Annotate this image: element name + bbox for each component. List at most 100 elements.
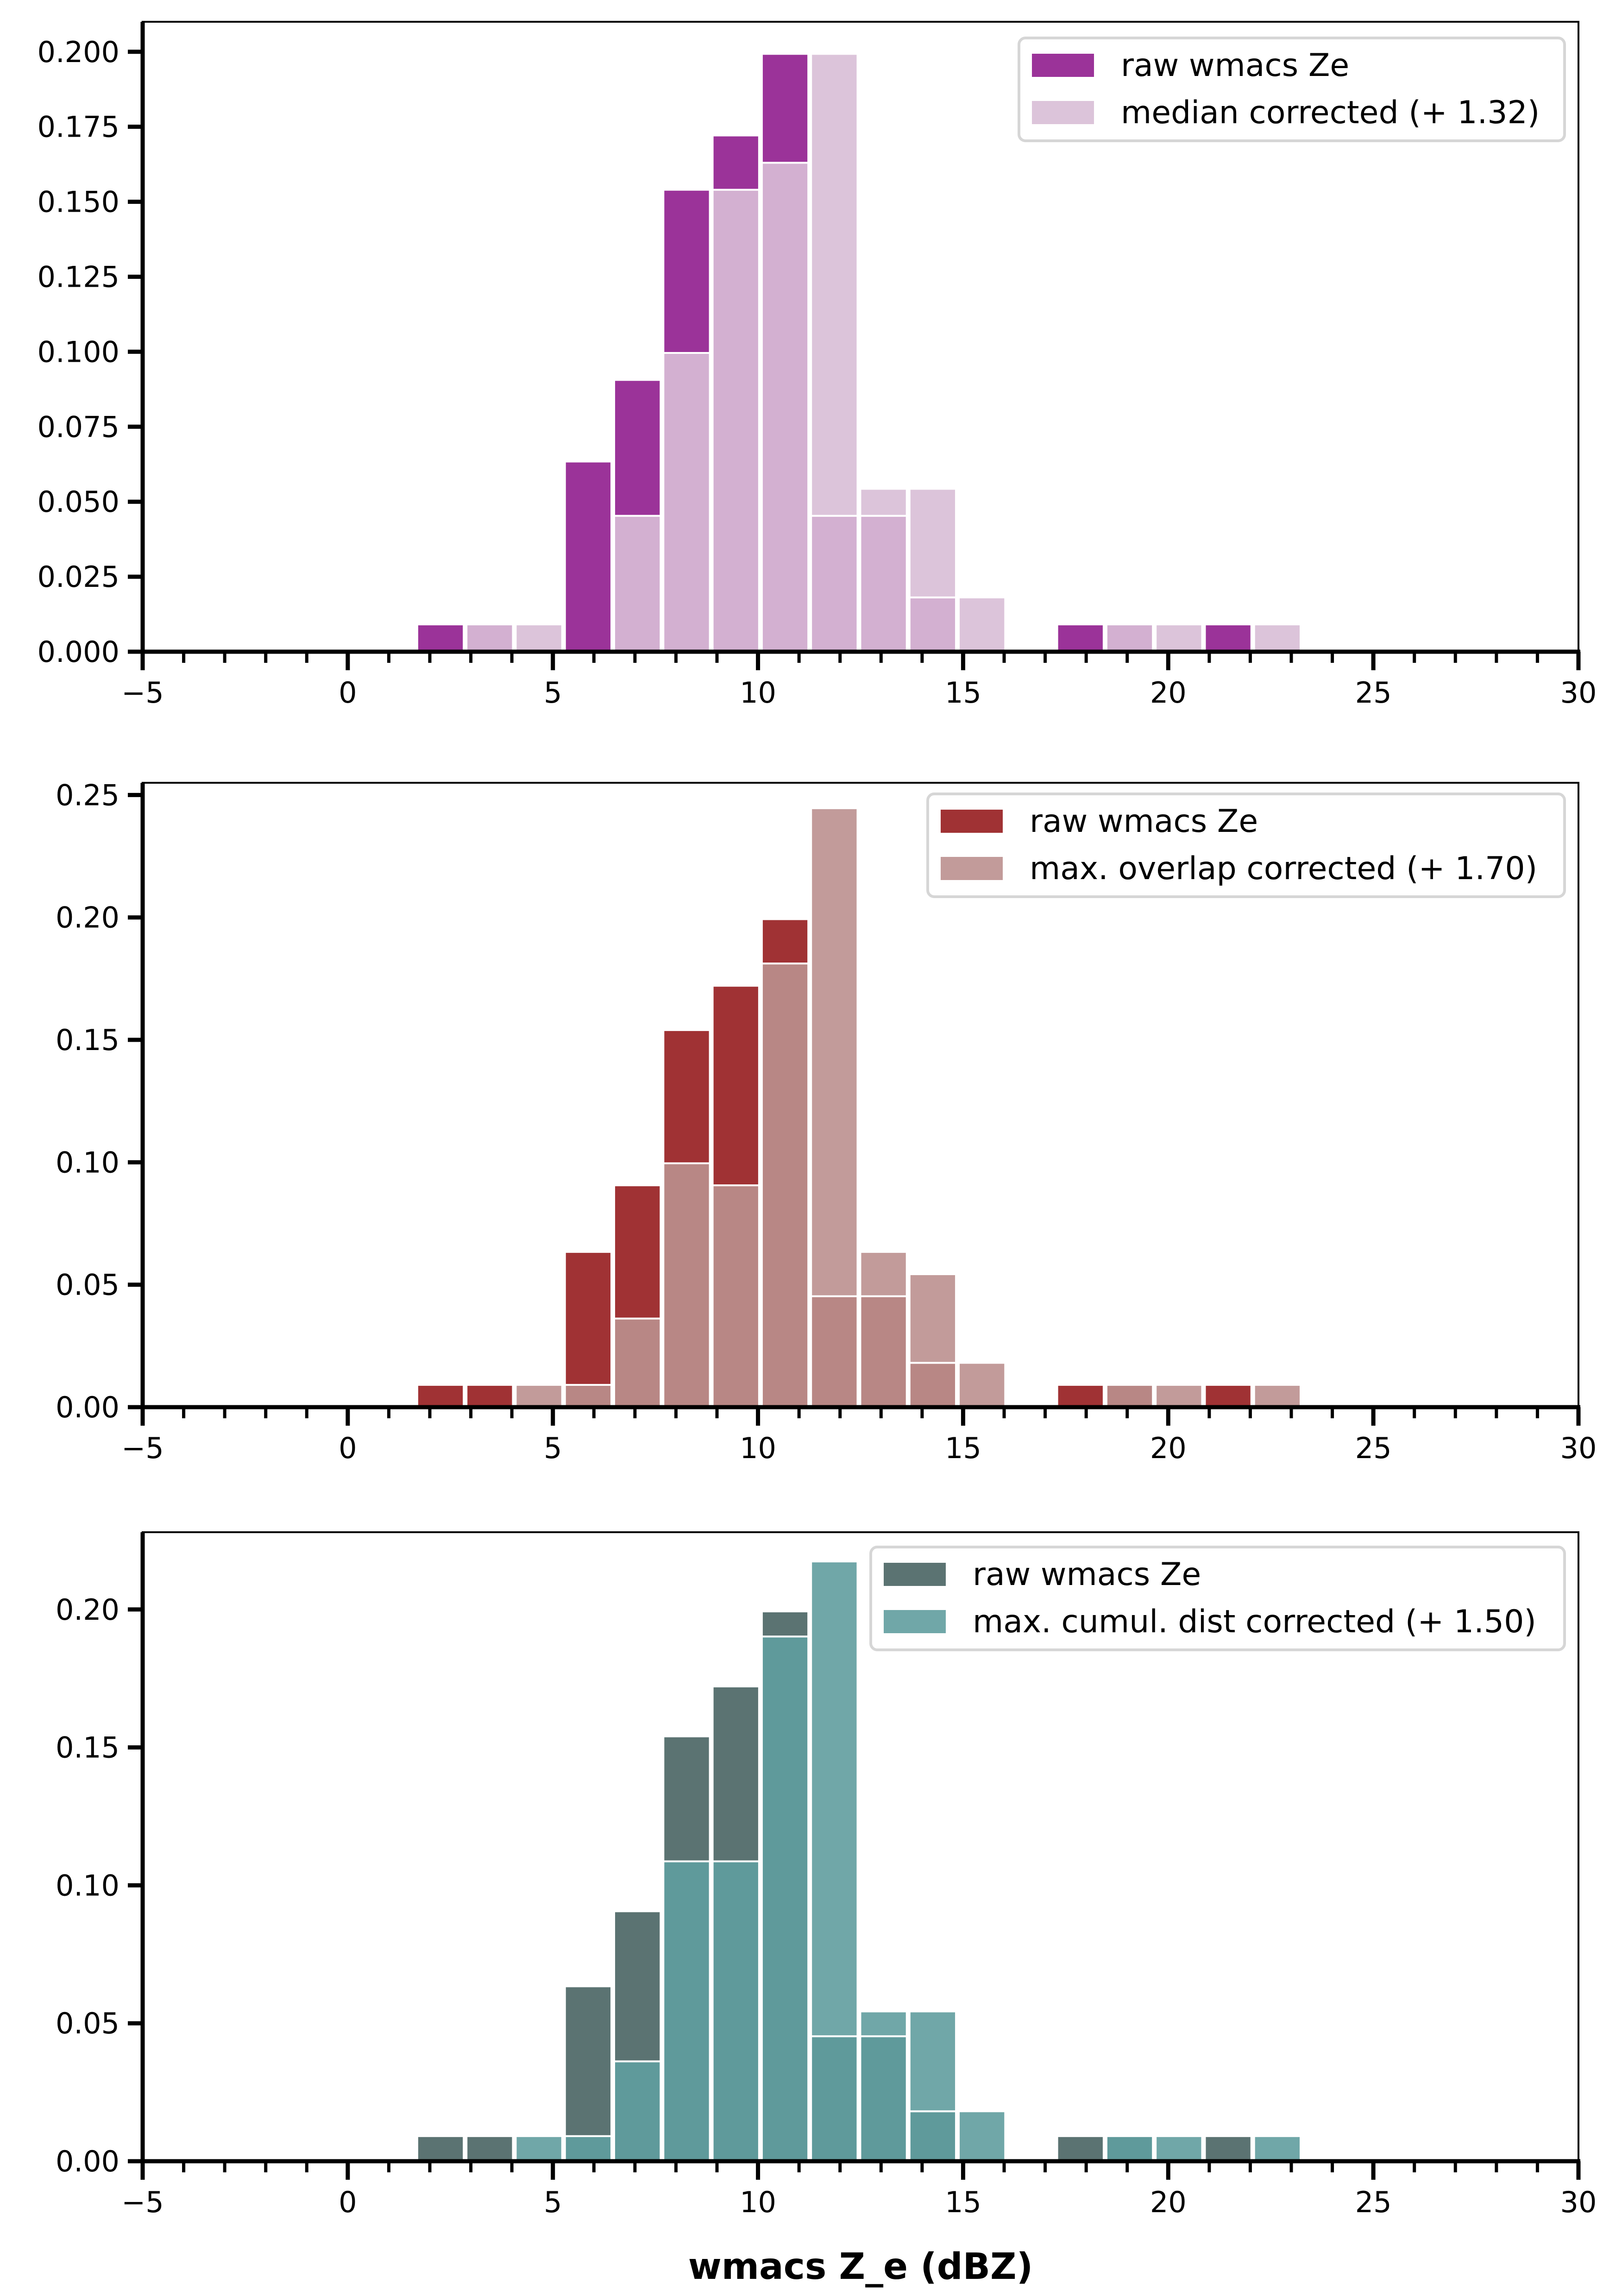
- bar-corrected: [1155, 623, 1203, 653]
- bar-overlap: [761, 962, 810, 1408]
- bar-raw: [761, 918, 810, 965]
- bar-corrected: [859, 2010, 908, 2038]
- legend-label-raw: raw wmacs Ze: [1030, 803, 1258, 840]
- bar-raw: [564, 1985, 613, 2137]
- x-tick-label: −5: [121, 2185, 163, 2219]
- y-tick-label: 0.15: [56, 1731, 119, 1765]
- x-tick-label: 5: [544, 2185, 562, 2219]
- bar-overlap: [711, 1184, 760, 1408]
- legend-label-corrected: max. cumul. dist corrected (+ 1.50): [973, 1604, 1536, 1640]
- legend: raw wmacs Ze max. overlap corrected (+ 1.…: [926, 793, 1566, 898]
- bar-overlap: [711, 1860, 760, 2163]
- legend-box: [869, 1546, 1566, 1651]
- bar-corrected: [859, 1251, 908, 1297]
- x-tick-label: 20: [1150, 2185, 1187, 2219]
- bars-group: [416, 53, 1302, 653]
- bar-raw: [761, 1610, 810, 1638]
- x-tick-label: 0: [339, 676, 357, 710]
- legend-swatch-corrected: [941, 857, 1003, 880]
- bar-raw: [761, 53, 810, 164]
- y-tick-label: 0.15: [56, 1023, 119, 1057]
- bar-corrected: [810, 807, 859, 1297]
- bar-overlap: [1105, 623, 1154, 653]
- bar-corrected: [515, 623, 563, 653]
- bar-raw: [1204, 2135, 1252, 2163]
- x-tick-label: 10: [740, 1431, 776, 1465]
- bar-corrected: [515, 2135, 563, 2163]
- bar-corrected: [958, 596, 1006, 653]
- bar-raw: [416, 2135, 465, 2163]
- bar-raw: [613, 379, 662, 517]
- bar-raw: [711, 1685, 760, 1862]
- y-tick-label: 0.05: [56, 1268, 119, 1302]
- panel-max-cumul-dist-corrected: −5 0 5 10 15 20 25 30 0.00 0.05 0.10 0.15 0.20 raw wm…: [56, 1531, 1597, 2219]
- legend-label-corrected: max. overlap corrected (+ 1.70): [1030, 850, 1537, 887]
- y-tick-label: 0.00: [56, 1390, 119, 1424]
- bar-corrected: [908, 2010, 957, 2113]
- bar-overlap: [1105, 2135, 1154, 2163]
- bar-raw: [613, 1910, 662, 2063]
- bars-group: [416, 1560, 1302, 2163]
- x-tick-label: 25: [1355, 1431, 1392, 1465]
- bar-corrected: [1253, 623, 1302, 653]
- y-tick-label: 0.20: [56, 901, 119, 935]
- bar-overlap: [662, 352, 711, 653]
- bar-raw: [711, 985, 760, 1187]
- bar-overlap: [761, 162, 810, 653]
- y-tick-label: 0.10: [56, 1868, 119, 1902]
- bar-raw: [662, 1029, 711, 1164]
- bar-overlap: [810, 2035, 859, 2163]
- x-tick-label: 15: [945, 676, 981, 710]
- bar-corrected: [1155, 2135, 1203, 2163]
- y-tick-label: 0.200: [38, 35, 120, 69]
- bar-raw: [1056, 1384, 1105, 1409]
- bar-overlap: [711, 189, 760, 653]
- x-tick-label: 25: [1355, 2185, 1392, 2219]
- bar-overlap: [810, 515, 859, 653]
- bar-raw: [711, 134, 760, 191]
- x-tick-label: 15: [945, 2185, 981, 2219]
- bar-corrected: [958, 1362, 1006, 1408]
- bar-overlap: [761, 1636, 810, 2162]
- y-tick-label: 0.175: [38, 110, 120, 144]
- bar-raw: [613, 1184, 662, 1320]
- y-tick-label: 0.20: [56, 1593, 119, 1627]
- x-tick-label: 0: [339, 2185, 357, 2219]
- legend: raw wmacs Ze median corrected (+ 1.32): [1018, 37, 1566, 142]
- bar-corrected: [1253, 2135, 1302, 2163]
- y-tick-label: 0.125: [38, 260, 120, 294]
- x-tick-label: 0: [339, 1431, 357, 1465]
- bar-overlap: [662, 1860, 711, 2163]
- legend-swatch-corrected: [884, 1610, 946, 1633]
- x-tick-label: 5: [544, 1431, 562, 1465]
- bar-overlap: [613, 515, 662, 653]
- x-tick-label: −5: [121, 1431, 163, 1465]
- legend-swatch-raw: [884, 1563, 946, 1586]
- legend: raw wmacs Ze max. cumul. dist corrected (…: [869, 1546, 1566, 1651]
- legend-swatch-raw: [1032, 54, 1094, 77]
- x-tick-label: 10: [740, 676, 776, 710]
- y-tick-label: 0.050: [38, 485, 120, 519]
- y-tick-label: 0.000: [38, 635, 120, 669]
- x-tick-label: 30: [1560, 676, 1597, 710]
- x-tick-label: 30: [1560, 2185, 1597, 2219]
- x-tick-label: 20: [1150, 676, 1187, 710]
- bar-raw: [465, 2135, 514, 2163]
- y-tick-label: 0.150: [38, 185, 120, 219]
- bar-raw: [1056, 623, 1105, 653]
- bar-corrected: [810, 53, 859, 517]
- bar-raw: [564, 1251, 613, 1386]
- bar-overlap: [564, 2135, 613, 2163]
- bar-overlap: [613, 2060, 662, 2162]
- bar-overlap: [908, 1362, 957, 1408]
- bar-overlap: [613, 1317, 662, 1409]
- bar-overlap: [662, 1162, 711, 1408]
- x-tick-label: 25: [1355, 676, 1392, 710]
- y-tick-label: 0.100: [38, 335, 120, 369]
- y-tick-label: 0.25: [56, 778, 119, 812]
- panel-max-overlap-corrected: −5 0 5 10 15 20 25 30 0.00 0.05 0.10 0.15 0.20 0.25 ra…: [56, 778, 1597, 1465]
- bar-raw: [1056, 2135, 1105, 2163]
- x-tick-label: 5: [544, 676, 562, 710]
- y-tick-label: 0.10: [56, 1145, 119, 1179]
